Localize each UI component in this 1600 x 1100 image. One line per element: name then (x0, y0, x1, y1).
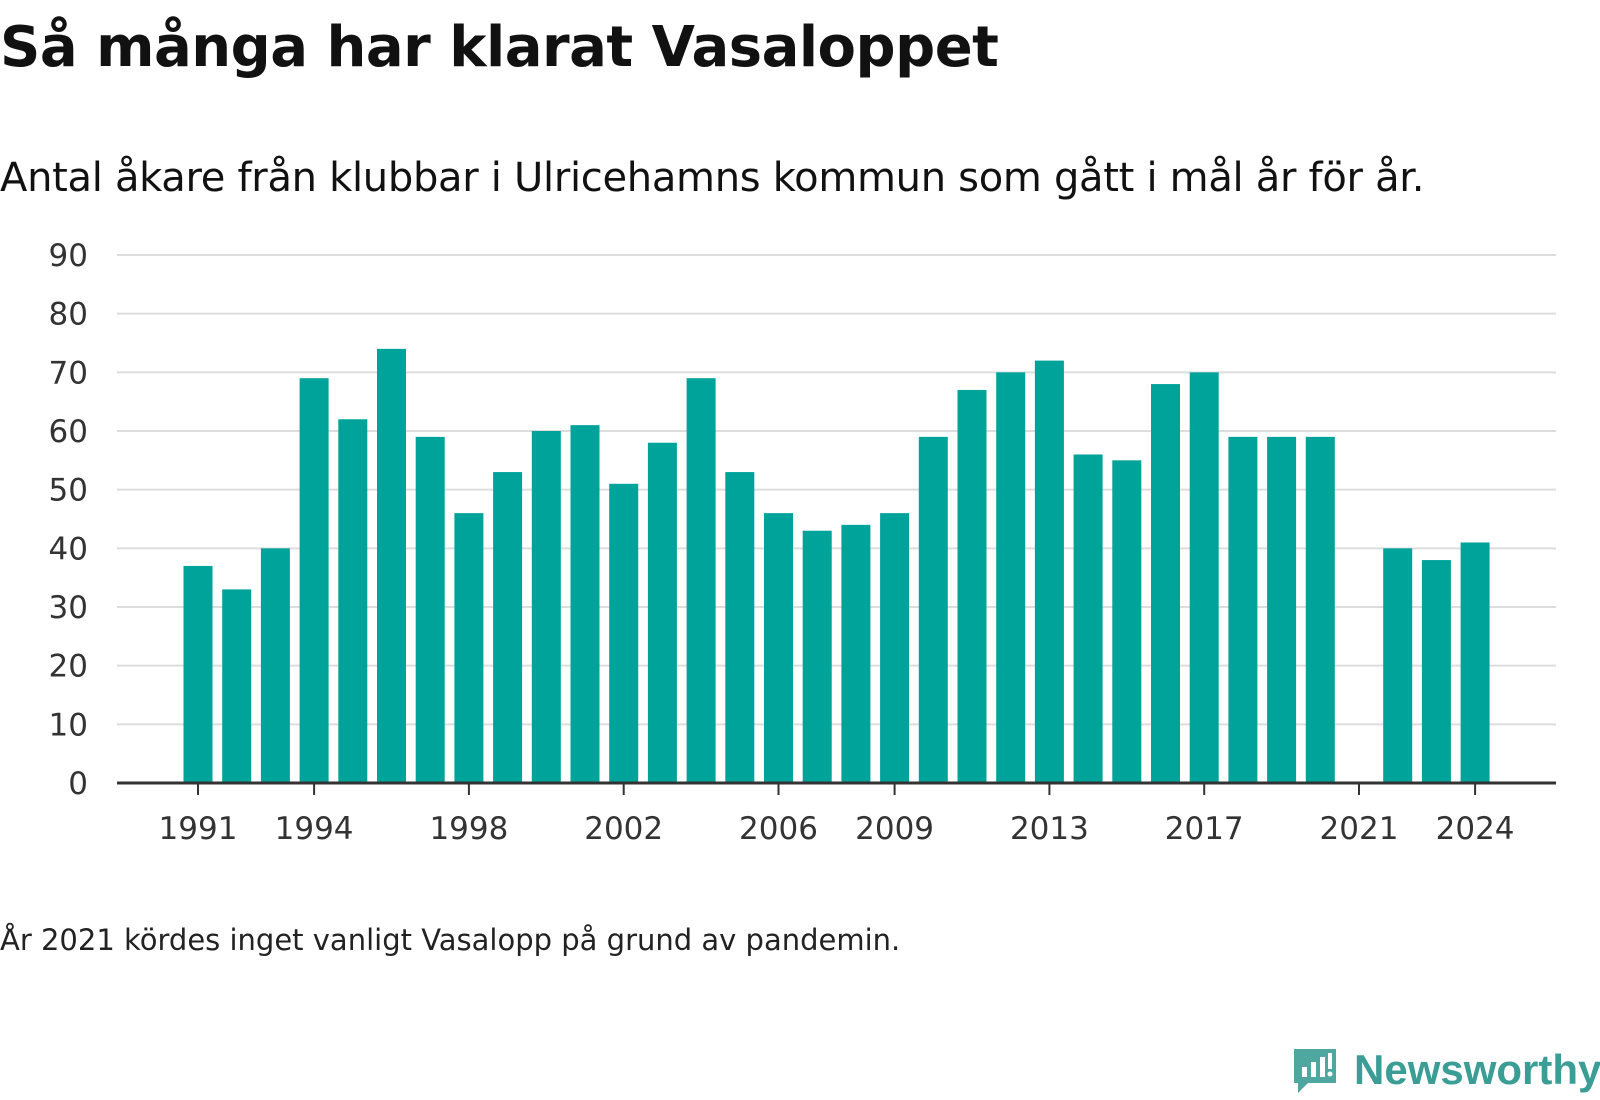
bar-2004 (686, 378, 716, 783)
bar-2012 (996, 372, 1026, 783)
x-tick-label: 2002 (584, 811, 663, 847)
bar-2000 (531, 431, 561, 783)
x-tick-label: 1998 (429, 811, 508, 847)
bar-2005 (725, 472, 755, 783)
bar-2001 (570, 425, 600, 783)
bar-1993 (260, 548, 290, 783)
bar-1997 (415, 436, 445, 783)
bar-1994 (299, 378, 329, 783)
chart-subtitle: Antal åkare från klubbar i Ulricehamns k… (0, 155, 1425, 201)
x-tick-label: 1994 (275, 811, 354, 847)
bar-1992 (222, 589, 252, 783)
y-tick-label: 80 (49, 297, 88, 333)
x-tick-label: 2009 (855, 811, 934, 847)
bar-2019 (1267, 436, 1297, 783)
y-tick-label: 70 (49, 355, 88, 391)
bar-2020 (1305, 436, 1335, 783)
bar-2022 (1383, 548, 1413, 783)
x-tick-label: 2006 (739, 811, 818, 847)
y-tick-label: 60 (49, 414, 88, 450)
y-tick-label: 40 (49, 531, 88, 567)
y-tick-label: 10 (49, 707, 88, 743)
bar-2014 (1073, 454, 1103, 783)
bar-2024 (1460, 542, 1490, 783)
bar-2016 (1151, 384, 1180, 783)
bars (183, 348, 1490, 783)
bar-1991 (183, 565, 213, 783)
bar-2015 (1112, 460, 1142, 783)
bar-2007 (802, 530, 832, 783)
bar-2011 (957, 389, 987, 783)
x-axis (117, 781, 1556, 795)
gridlines (117, 254, 1556, 726)
newsworthy-logo-icon (1294, 1049, 1336, 1093)
bar-2013 (1034, 360, 1064, 783)
y-tick-label: 90 (49, 238, 88, 274)
bar-1995 (338, 419, 368, 783)
bar-2023 (1421, 560, 1451, 783)
y-tick-label: 30 (49, 590, 88, 626)
bar-1998 (454, 513, 484, 783)
bar-1999 (493, 472, 523, 783)
bar-2009 (880, 513, 910, 783)
bar-2010 (918, 436, 948, 783)
chart-title: Så många har klarat Vasaloppet (0, 15, 999, 80)
bar-2017 (1189, 372, 1219, 783)
bar-2003 (647, 442, 677, 783)
bar-2002 (609, 483, 639, 783)
bar-chart: 0 10 20 30 40 50 60 70 80 90 1991 1994 1998 2002 2006… (49, 238, 1556, 847)
footnote: År 2021 kördes inget vanligt Vasalopp på… (0, 923, 901, 957)
bar-1996 (377, 348, 406, 783)
x-axis-tick-labels: 1991 1994 1998 2002 2006 2009 2013 2017 2021 2024 (159, 811, 1515, 847)
x-tick-label: 2013 (1010, 811, 1089, 847)
bar-2008 (841, 524, 871, 783)
bar-2006 (764, 513, 793, 783)
x-tick-label: 2017 (1165, 811, 1244, 847)
x-tick-label: 1991 (159, 811, 238, 847)
x-tick-label: 2024 (1436, 811, 1515, 847)
newsworthy-logo: Newsworthy (1290, 1044, 1600, 1096)
y-tick-label: 50 (49, 473, 88, 509)
y-tick-label: 20 (49, 649, 88, 685)
y-axis-tick-labels: 0 10 20 30 40 50 60 70 80 90 (49, 238, 88, 802)
bar-2018 (1228, 436, 1258, 783)
x-tick-label: 2021 (1320, 811, 1399, 847)
newsworthy-logo-text: Newsworthy (1354, 1046, 1600, 1093)
y-tick-label: 0 (68, 766, 88, 802)
